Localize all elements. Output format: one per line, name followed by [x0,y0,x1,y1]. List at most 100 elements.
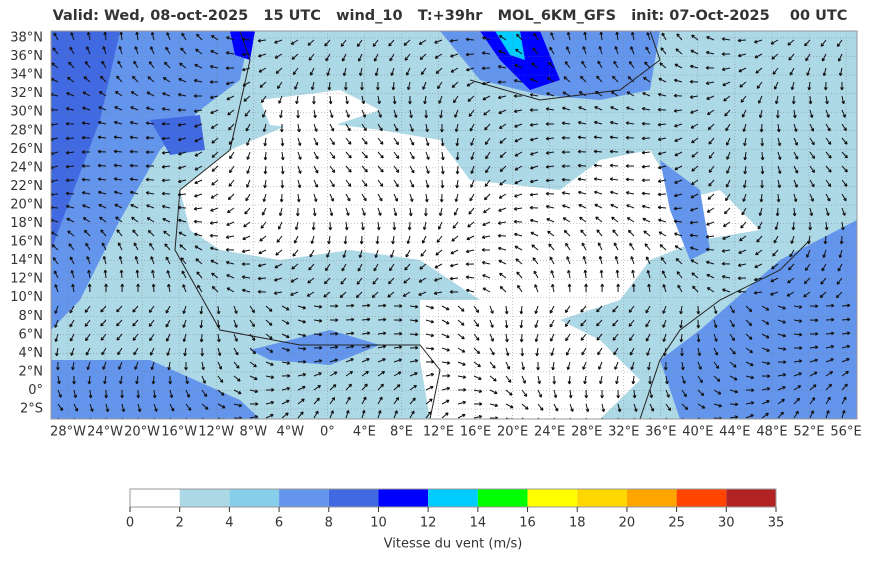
wind-arrow [82,204,91,209]
wind-arrow [199,333,204,343]
wind-arrow [708,137,715,145]
wind-arrow [836,39,843,47]
wind-arrow [263,151,268,161]
wind-arrow [483,193,491,201]
wind-arrow [257,263,267,268]
wind-arrow [837,53,843,62]
wind-arrow [737,263,747,267]
wind-arrow [722,235,731,240]
wind-arrow [131,75,139,83]
wind-arrow [148,61,155,69]
wind-arrow [217,403,226,409]
wind-arrow [194,63,203,69]
wind-arrow [534,284,539,293]
wind-arrow [529,93,539,97]
wind-arrow [115,90,123,97]
wind-arrow [199,319,204,329]
wind-arrow [761,305,770,311]
wind-arrow [498,109,507,115]
wind-arrow [119,31,124,41]
wind-arrow [809,371,818,377]
wind-arrow [632,389,637,399]
wind-arrow [593,120,603,125]
wind-arrow [409,193,414,202]
wind-arrow [393,410,398,419]
wind-arrow [161,122,171,126]
wind-arrow [167,361,171,371]
wind-arrow [809,109,814,119]
wind-arrow [263,137,268,147]
wind-arrow [681,361,685,371]
wind-arrow [274,277,283,282]
wind-arrow [498,193,507,199]
wind-arrow [597,347,603,356]
wind-arrow [577,120,587,125]
wind-arrow [841,179,848,187]
wind-arrow [822,249,827,258]
wind-arrow [361,109,366,118]
wind-arrow [377,331,387,336]
wind-arrow [244,109,251,117]
wind-arrow [228,123,235,131]
wind-arrow [482,221,491,227]
wind-arrow [658,77,667,83]
wind-arrow [377,123,383,132]
wind-arrow [145,177,155,182]
wind-arrow [505,389,513,396]
wind-arrow [377,370,386,377]
wind-arrow [809,207,814,217]
longitude-label: 36°E [645,425,676,440]
wind-arrow [777,411,784,419]
wind-arrow [420,249,427,257]
wind-arrow [161,204,171,209]
wind-arrow [391,81,396,91]
wind-arrow [211,165,219,172]
wind-arrow [823,235,828,245]
wind-arrow [561,164,571,168]
wind-arrow [535,347,540,357]
wind-arrow [481,235,491,239]
wind-arrow [674,137,683,143]
wind-arrow [129,149,139,154]
wind-arrow [86,361,91,370]
wind-arrow [465,262,475,267]
wind-arrow [449,38,459,43]
wind-arrow [249,319,255,328]
wind-arrow [457,400,467,405]
latitude-label: 18°N [10,216,43,231]
wind-arrow [161,191,171,196]
wind-arrow [209,246,219,251]
wind-arrow [627,76,635,83]
wind-arrow [533,270,539,279]
wind-arrow [97,177,107,182]
longitude-label: 52°E [793,425,824,440]
wind-arrow [761,361,771,366]
wind-arrow [809,384,817,391]
wind-arrow [581,347,587,356]
wind-arrow [375,81,380,91]
wind-arrow [775,109,780,119]
wind-arrow [673,219,683,224]
wind-arrow [645,333,651,342]
wind-arrow [628,305,635,313]
wind-arrow [497,246,507,251]
wind-arrow [649,389,654,399]
wind-arrow [631,283,636,293]
wind-arrow [676,33,683,41]
wind-arrow [259,235,267,242]
wind-arrow [551,361,555,371]
wind-arrow [537,403,544,411]
wind-arrow [583,375,587,385]
wind-arrow [690,123,699,129]
wind-arrow [582,361,587,370]
wind-arrow [450,249,459,255]
wind-arrow [662,305,667,314]
wind-arrow [825,331,835,336]
wind-arrow [258,249,267,255]
wind-arrow [438,95,443,104]
wind-arrow [345,396,351,405]
wind-arrow [329,165,336,173]
latitude-label: 36°N [10,49,43,64]
latitude-label: 34°N [10,68,43,83]
wind-arrow [88,389,93,399]
